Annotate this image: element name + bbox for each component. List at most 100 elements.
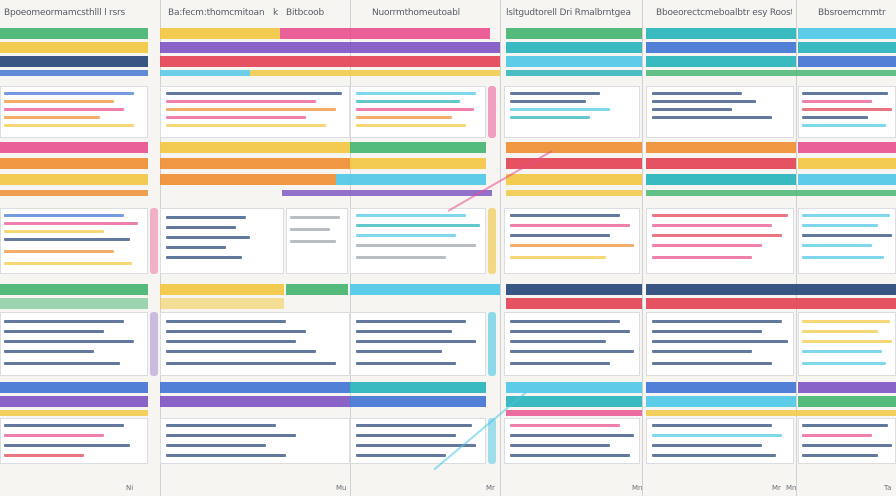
timeline-bar[interactable]	[250, 70, 500, 76]
timeline-bar[interactable]	[506, 190, 642, 196]
timeline-bar[interactable]	[160, 28, 280, 39]
timeline-bar[interactable]	[350, 382, 486, 393]
timeline-bar[interactable]	[0, 190, 148, 196]
column-header-3[interactable]: k	[273, 8, 279, 18]
timeline-bar[interactable]	[506, 70, 642, 76]
timeline-bar[interactable]	[0, 158, 148, 169]
timeline-bar[interactable]	[506, 174, 642, 185]
card[interactable]	[798, 208, 896, 274]
card[interactable]	[160, 208, 284, 274]
timeline-bar[interactable]	[506, 284, 642, 295]
timeline-bar[interactable]	[506, 28, 642, 39]
timeline-bar[interactable]	[506, 410, 642, 416]
timeline-bar[interactable]	[160, 70, 250, 76]
timeline-bar[interactable]	[0, 410, 148, 416]
timeline-bar[interactable]	[506, 382, 642, 393]
card-text-line	[510, 434, 634, 437]
timeline-bar[interactable]	[0, 284, 148, 295]
timeline-bar[interactable]	[506, 42, 642, 53]
timeline-bar[interactable]	[646, 56, 796, 67]
timeline-bar[interactable]	[798, 56, 896, 67]
timeline-bar[interactable]	[506, 158, 642, 169]
card-text-line	[4, 238, 130, 241]
column-header-2[interactable]: Ba:fecm:thomcmitoan	[168, 8, 265, 18]
timeline-bar[interactable]	[646, 174, 796, 185]
timeline-bar[interactable]	[646, 190, 896, 196]
scroll-handle[interactable]	[150, 208, 158, 274]
timeline-bar[interactable]	[646, 382, 796, 393]
timeline-bar[interactable]	[0, 396, 148, 407]
timeline-bar[interactable]	[160, 42, 500, 53]
timeline-bar[interactable]	[646, 298, 896, 309]
timeline-bar[interactable]	[160, 396, 350, 407]
timeline-bar[interactable]	[0, 298, 148, 309]
timeline-bar[interactable]	[0, 42, 148, 53]
timeline-bar[interactable]	[506, 56, 642, 67]
timeline-bar[interactable]	[160, 382, 350, 393]
timeline-bar[interactable]	[646, 70, 896, 76]
timeline-bar[interactable]	[646, 396, 796, 407]
timeline-bar[interactable]	[646, 42, 796, 53]
timeline-bar[interactable]	[506, 142, 642, 153]
timeline-bar[interactable]	[646, 28, 796, 39]
column-header-1[interactable]: Bpoeomeormamcsthlll l rsrs	[4, 8, 126, 18]
scroll-handle[interactable]	[488, 418, 496, 464]
timeline-bar[interactable]	[350, 158, 486, 169]
timeline-bar[interactable]	[646, 158, 796, 169]
timeline-bar[interactable]	[798, 382, 896, 393]
timeline-bar[interactable]	[798, 28, 896, 39]
timeline-bar[interactable]	[0, 70, 148, 76]
timeline-bar[interactable]	[646, 142, 796, 153]
timeline-bar[interactable]	[160, 284, 284, 295]
timeline-bar[interactable]	[798, 142, 896, 153]
scroll-handle[interactable]	[488, 86, 496, 138]
card-text-line	[356, 244, 476, 247]
timeline-bar[interactable]	[0, 142, 148, 153]
timeline-bar[interactable]	[282, 190, 492, 196]
card-text-line	[510, 444, 610, 447]
timeline-bar[interactable]	[0, 56, 148, 67]
timeline-bar[interactable]	[286, 284, 348, 295]
scroll-handle[interactable]	[488, 208, 496, 274]
timeline-bar[interactable]	[646, 284, 896, 295]
card-text-line	[356, 108, 474, 111]
column-header-8[interactable]: Bbsroemcrnmtr	[818, 8, 886, 18]
scroll-handle[interactable]	[488, 312, 496, 376]
card-text-line	[652, 92, 742, 95]
card-text-line	[802, 444, 892, 447]
timeline-bar[interactable]	[506, 396, 642, 407]
timeline-bar[interactable]	[0, 382, 148, 393]
column-header-6[interactable]: lsltgudtorell Dri Rmalbrntgea	[506, 8, 631, 18]
timeline-bar[interactable]	[336, 174, 486, 185]
card-text-line	[802, 108, 892, 111]
timeline-bar[interactable]	[0, 28, 148, 39]
column-header-5[interactable]: Nuorrmthomeutoabl	[372, 8, 460, 18]
timeline-bar[interactable]	[280, 28, 490, 39]
card-text-line	[166, 246, 226, 249]
card[interactable]	[504, 208, 640, 274]
card-text-line	[356, 214, 466, 217]
timeline-bar[interactable]	[160, 298, 284, 309]
scroll-handle[interactable]	[150, 312, 158, 376]
footer-label: Mr	[772, 484, 781, 492]
timeline-bar[interactable]	[160, 56, 500, 67]
timeline-bar[interactable]	[798, 42, 896, 53]
timeline-bar[interactable]	[350, 396, 486, 407]
timeline-bar[interactable]	[350, 284, 500, 295]
card[interactable]	[646, 208, 794, 274]
timeline-bar[interactable]	[646, 410, 896, 416]
column-header-4[interactable]: Bitbcoob	[286, 8, 324, 18]
timeline-bar[interactable]	[160, 158, 350, 169]
timeline-bar[interactable]	[0, 174, 148, 185]
timeline-bar[interactable]	[160, 142, 350, 153]
timeline-bar[interactable]	[798, 396, 896, 407]
column-header-7[interactable]: Bboeorectcmeboalbtr esy Roostr	[656, 8, 792, 18]
card[interactable]	[350, 208, 486, 274]
timeline-bar[interactable]	[798, 174, 896, 185]
timeline-bar[interactable]	[506, 298, 642, 309]
timeline-bar[interactable]	[160, 174, 336, 185]
timeline-bar[interactable]	[798, 158, 896, 169]
footer-label: Mn	[632, 484, 643, 492]
timeline-bar[interactable]	[350, 142, 486, 153]
